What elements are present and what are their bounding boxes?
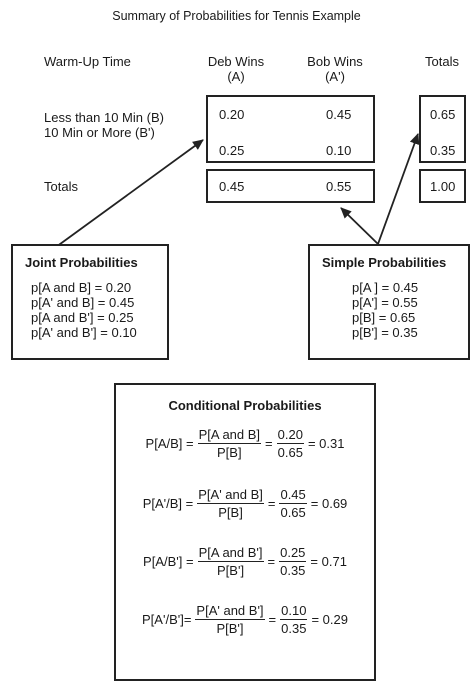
joint-probabilities-box: Joint Probabilities p[A and B] = 0.20 p[… [11,244,169,360]
value-fraction: 0.10 0.35 [280,603,308,636]
total-a: 0.45 [219,179,245,194]
bob-wins-event: (A') [325,69,345,84]
cell-a-prime-and-b-prime: 0.10 [326,143,352,158]
formula-fraction: P[A and B'] P[B'] [197,545,264,578]
joint-line-1: p[A and B] = 0.20 [31,280,132,295]
value-numerator: 0.25 [279,545,307,562]
formula-denominator: P[B'] [217,563,245,578]
formula-denominator: P[B] [217,445,242,460]
joint-line-3: p[A and B'] = 0.25 [31,310,134,325]
conditional-probabilities-title: Conditional Probabilities [168,398,322,413]
formula-numerator: P[A and B] [197,427,262,444]
value-numerator: 0.45 [279,487,307,504]
joint-values-box [206,95,375,163]
value-denominator: 0.35 [281,621,307,636]
arrow-simple-to-column-totals [340,207,379,245]
joint-line-2: p[A' and B] = 0.45 [31,295,135,310]
formula-numerator: P[A' and B] [197,487,264,504]
arrow-simple-to-row-totals [377,133,420,245]
simple-line-2: p[A'] = 0.55 [352,295,418,310]
value-numerator: 0.20 [276,427,304,444]
formula-denominator: P[B'] [216,621,244,636]
conditional-lhs: P[A/B'] = [143,554,194,569]
row-totals-box [419,95,466,163]
cell-a-prime-and-b: 0.45 [326,107,352,122]
bob-wins-header: Bob Wins (A') [298,54,372,84]
conditional-lhs: P[A'/B] = [142,496,194,511]
formula-numerator: P[A' and B'] [195,603,265,620]
equals-sign: = [268,612,277,627]
total-b: 0.65 [430,107,456,122]
value-fraction: 0.25 0.35 [279,545,307,578]
value-denominator: 0.35 [280,563,306,578]
grand-total: 1.00 [430,179,456,194]
formula-fraction: P[A' and B'] P[B'] [195,603,265,636]
grand-total-box [419,169,466,203]
simple-line-1: p[A ] = 0.45 [352,280,419,295]
conditional-result: = 0.71 [310,554,347,569]
joint-probabilities-title: Joint Probabilities [25,255,138,270]
arrow-joint-to-cells [55,139,204,248]
simple-probabilities-title: Simple Probabilities [322,255,447,270]
formula-numerator: P[A and B'] [197,545,264,562]
deb-wins-label: Deb Wins [207,54,265,69]
conditional-probabilities-box: Conditional Probabilities P[A/B] = P[A a… [114,383,376,681]
totals-header: Totals [425,54,459,69]
diagram-title: Summary of Probabilities for Tennis Exam… [112,9,361,23]
equals-sign: = [265,436,273,451]
total-a-prime: 0.55 [326,179,352,194]
warmup-time-header: Warm-Up Time [44,54,131,69]
value-denominator: 0.65 [277,445,303,460]
formula-denominator: P[B] [218,505,243,520]
simple-line-3: p[B] = 0.65 [352,310,416,325]
bob-wins-label: Bob Wins [307,54,363,69]
conditional-row-1: P[A/B] = P[A and B] P[B] = 0.20 0.65 = 0.3… [116,427,374,460]
cell-a-and-b: 0.20 [219,107,245,122]
conditional-result: = 0.31 [307,436,345,451]
row-label-totals: Totals [44,179,78,194]
row-label-10-or-more: 10 Min or More (B') [44,125,155,140]
conditional-result: = 0.69 [310,496,348,511]
equals-sign: = [267,554,276,569]
row-label-less-than-10: Less than 10 Min (B) [44,110,164,125]
simple-line-4: p[B'] = 0.35 [352,325,418,340]
simple-probabilities-box: Simple Probabilities p[A ] = 0.45 p[A'] … [308,244,470,360]
conditional-lhs: P[A'/B']= [142,612,192,627]
value-denominator: 0.65 [280,505,306,520]
cell-a-and-b-prime: 0.25 [219,143,245,158]
conditional-row-3: P[A/B'] = P[A and B'] P[B'] = 0.25 0.35 = … [116,545,374,578]
formula-fraction: P[A' and B] P[B] [197,487,264,520]
conditional-result: = 0.29 [311,612,348,627]
value-fraction: 0.20 0.65 [276,427,304,460]
total-b-prime: 0.35 [430,143,456,158]
conditional-row-4: P[A'/B']= P[A' and B'] P[B'] = 0.10 0.35 =… [116,603,374,636]
formula-fraction: P[A and B] P[B] [197,427,262,460]
conditional-row-2: P[A'/B] = P[A' and B] P[B] = 0.45 0.65 = 0… [116,487,374,520]
joint-line-4: p[A' and B'] = 0.10 [31,325,137,340]
column-totals-box [206,169,375,203]
conditional-lhs: P[A/B] = [145,436,194,451]
value-fraction: 0.45 0.65 [279,487,307,520]
deb-wins-header: Deb Wins (A) [199,54,273,84]
equals-sign: = [267,496,276,511]
deb-wins-event: (A) [227,69,245,84]
value-numerator: 0.10 [280,603,308,620]
